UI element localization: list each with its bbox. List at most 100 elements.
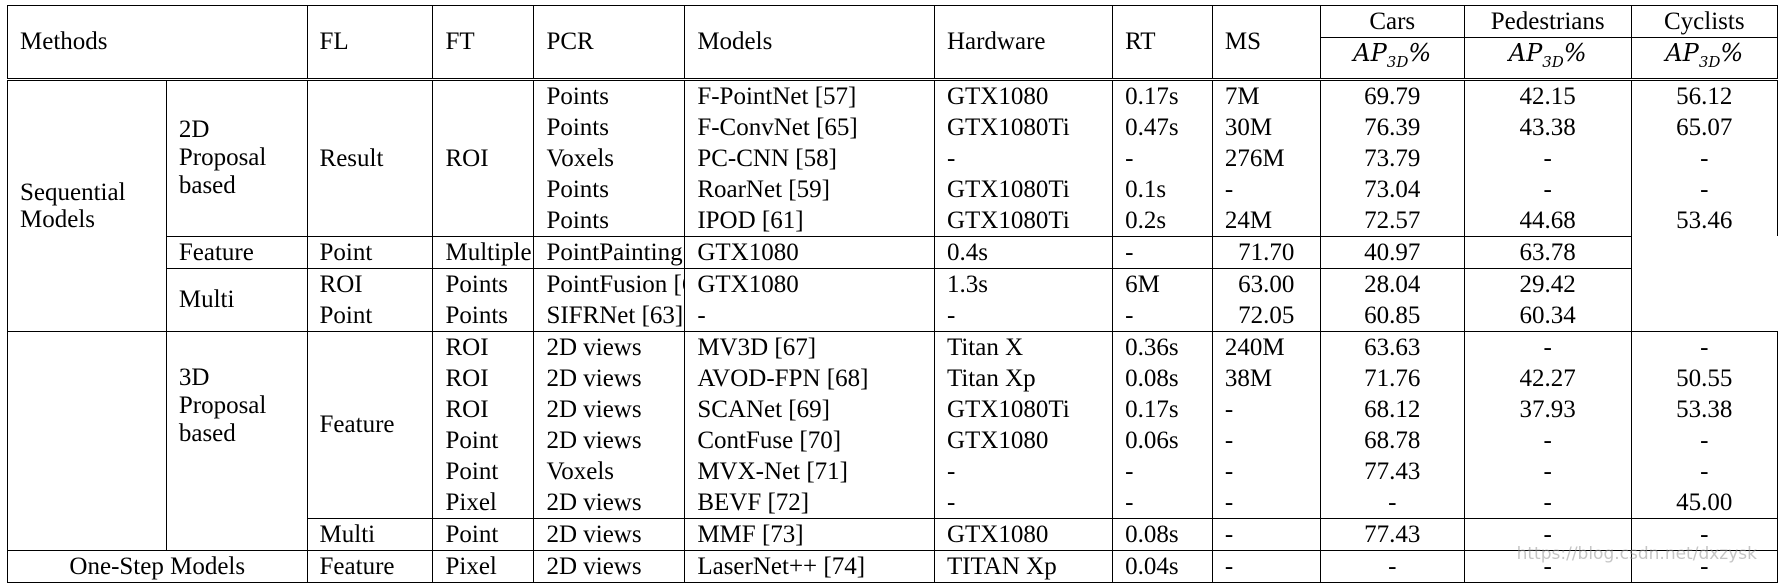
model-cell: PC-CNN [58] bbox=[684, 142, 935, 174]
table-row: Feature Point Multiple PointPainting [66… bbox=[8, 235, 1778, 269]
rt-cell: 0.1s bbox=[1112, 173, 1213, 205]
model-cell: IPOD [61] bbox=[684, 204, 935, 237]
rt-cell: - bbox=[934, 299, 1114, 332]
hardware-cell: - bbox=[934, 455, 1114, 487]
model-cell: F-ConvNet [65] bbox=[684, 111, 935, 143]
table-row: Point Voxels MVX-Net [71] - - - 77.43 - … bbox=[8, 455, 1779, 487]
rt-cell: 0.17s bbox=[1112, 393, 1213, 425]
cyclists-cell: 65.07 bbox=[1631, 111, 1779, 143]
cyclists-cell: 56.12 bbox=[1631, 79, 1779, 112]
comparison-table: Methods FL FT PCR Models Hardware RT MS … bbox=[7, 5, 1779, 583]
pcr-cell: Points bbox=[533, 79, 686, 112]
model-cell: AVOD-FPN [68] bbox=[684, 362, 935, 394]
table-row: 3D Proposal based Feature ROI 2D views M… bbox=[7, 330, 1779, 551]
pedestrians-cell: 37.93 bbox=[1464, 393, 1632, 425]
table-row: One-Step Models Feature Pixel 2D views L… bbox=[7, 549, 1779, 583]
hardware-cell: GTX1080 bbox=[934, 79, 1114, 112]
cyclists-cell: - bbox=[1631, 330, 1779, 363]
pedestrians-cell: 60.85 bbox=[1320, 299, 1465, 332]
hardware-cell: - bbox=[934, 486, 1114, 519]
table-row: Multi Point 2D views MMF [73] GTX1080 0.… bbox=[8, 517, 1779, 551]
cars-cell: 76.39 bbox=[1320, 111, 1465, 143]
header-cyclists: Cyclists bbox=[1631, 5, 1779, 38]
pedestrians-cell: 40.97 bbox=[1320, 235, 1465, 269]
group-sequential-models: Sequential Models bbox=[7, 79, 167, 332]
rt-cell: 0.4s bbox=[934, 235, 1114, 269]
group-one-step-models: One-Step Models bbox=[7, 549, 308, 583]
pcr-cell: Voxels bbox=[533, 142, 686, 174]
hardware-cell: Titan X bbox=[934, 330, 1114, 363]
ms-cell: 7M bbox=[1212, 79, 1321, 112]
pedestrians-cell: 28.04 bbox=[1320, 267, 1465, 300]
cyclists-cell: 63.78 bbox=[1464, 235, 1632, 269]
pcr-cell: 2D views bbox=[533, 549, 686, 583]
pcr-cell: 2D views bbox=[533, 517, 686, 551]
ft-cell: Point bbox=[432, 517, 535, 551]
metric-cyclists: AP3D% bbox=[1631, 37, 1779, 81]
cyclists-cell: 53.46 bbox=[1631, 204, 1779, 237]
hardware-cell: GTX1080 bbox=[934, 424, 1114, 456]
hardware-cell: TITAN Xp bbox=[934, 549, 1114, 583]
header-fl: FL bbox=[307, 5, 434, 81]
header-pcr: PCR bbox=[533, 5, 686, 81]
fl-feature: Feature bbox=[307, 549, 434, 583]
cars-cell: 72.05 bbox=[1212, 299, 1321, 332]
table-row: Points F-ConvNet [65] GTX1080Ti 0.47s 30… bbox=[8, 111, 1779, 143]
ms-cell: - bbox=[1112, 235, 1213, 269]
hardware-cell: GTX1080Ti bbox=[934, 173, 1114, 205]
pcr-cell: 2D views bbox=[533, 330, 686, 363]
pcr-cell: Points bbox=[533, 111, 686, 143]
cyclists-cell: - bbox=[1631, 517, 1779, 551]
cyclists-cell: - bbox=[1631, 173, 1779, 205]
hardware-cell: - bbox=[684, 299, 935, 332]
model-cell: LaserNet++ [74] bbox=[684, 549, 935, 583]
ms-cell: 6M bbox=[1112, 267, 1213, 300]
pedestrians-cell: - bbox=[1464, 424, 1632, 456]
model-cell: MV3D [67] bbox=[684, 330, 935, 363]
cars-cell: 73.79 bbox=[1320, 142, 1465, 174]
rt-cell: 0.47s bbox=[1112, 111, 1213, 143]
pedestrians-cell: - bbox=[1464, 486, 1632, 519]
pedestrians-cell: - bbox=[1464, 173, 1632, 205]
rt-cell: 0.17s bbox=[1112, 79, 1213, 112]
cyclists-cell: 45.00 bbox=[1631, 486, 1779, 519]
pcr-cell: Voxels bbox=[533, 455, 686, 487]
model-cell: ContFuse [70] bbox=[684, 424, 935, 456]
rt-cell: 0.36s bbox=[1112, 330, 1213, 363]
fl-multi: Multi bbox=[166, 267, 308, 332]
fl-feature: Feature bbox=[307, 330, 434, 519]
hardware-cell: GTX1080 bbox=[934, 517, 1114, 551]
metric-cars: AP3D% bbox=[1320, 37, 1465, 81]
pcr-cell: 2D views bbox=[533, 424, 686, 456]
pedestrians-cell: 44.68 bbox=[1464, 204, 1632, 237]
header-pedestrians: Pedestrians bbox=[1464, 5, 1632, 38]
header-cars: Cars bbox=[1320, 5, 1465, 38]
rt-cell: 0.2s bbox=[1112, 204, 1213, 237]
rt-cell: 0.06s bbox=[1112, 424, 1213, 456]
header-ft: FT bbox=[432, 5, 535, 81]
pedestrians-cell: - bbox=[1464, 142, 1632, 174]
pcr-cell: Points bbox=[432, 267, 535, 300]
ms-cell: - bbox=[1212, 455, 1321, 487]
model-cell: MVX-Net [71] bbox=[684, 455, 935, 487]
cars-cell: 77.43 bbox=[1320, 455, 1465, 487]
table-row: Pixel 2D views BEVF [72] - - - - - 45.00 bbox=[8, 486, 1779, 519]
table-row: Point Points SIFRNet [63] - - - 72.05 60… bbox=[8, 299, 1778, 332]
cyclists-cell: 29.42 bbox=[1464, 267, 1632, 300]
cyclists-cell: - bbox=[1631, 424, 1779, 456]
cars-cell: 72.57 bbox=[1320, 204, 1465, 237]
rt-cell: 1.3s bbox=[934, 267, 1114, 300]
cars-cell: - bbox=[1320, 486, 1465, 519]
cyclists-cell: 50.55 bbox=[1631, 362, 1779, 394]
table-row: Multi ROI Points PointFusion [62] GTX108… bbox=[8, 267, 1778, 332]
ms-cell: - bbox=[1212, 393, 1321, 425]
metric-pedestrians: AP3D% bbox=[1464, 37, 1632, 81]
rt-cell: - bbox=[1112, 142, 1213, 174]
hardware-cell: GTX1080Ti bbox=[934, 393, 1114, 425]
ft-cell: Point bbox=[307, 299, 434, 332]
model-cell: SIFRNet [63] bbox=[533, 299, 686, 332]
group-2d-proposal-based: 2D Proposal based bbox=[166, 79, 308, 237]
hardware-cell: GTX1080 bbox=[684, 235, 935, 269]
ft-cell: ROI bbox=[432, 330, 535, 363]
model-cell: BEVF [72] bbox=[684, 486, 935, 519]
